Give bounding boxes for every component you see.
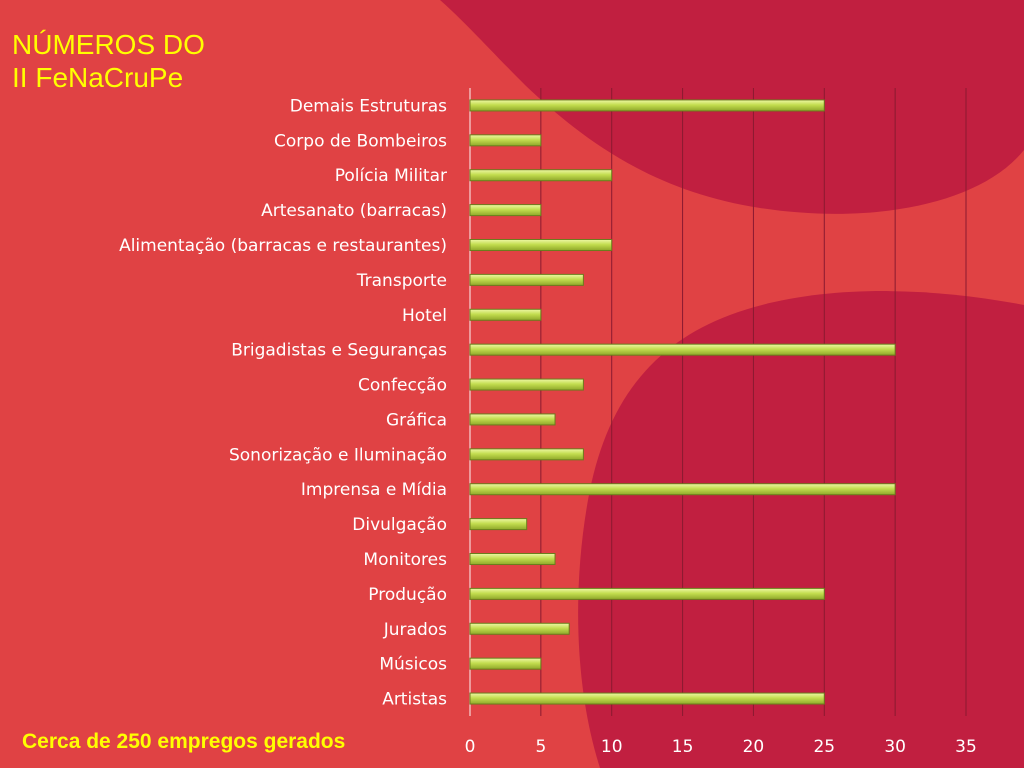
bar — [469, 483, 896, 496]
category-label: Transporte — [356, 271, 447, 291]
bar — [469, 518, 528, 531]
category-label: Divulgação — [352, 515, 447, 535]
footer-note: Cerca de 250 empregos gerados — [22, 730, 346, 753]
category-label: Imprensa e Mídia — [301, 480, 447, 500]
category-label: Músicos — [379, 655, 447, 675]
gridlines — [469, 88, 967, 716]
x-tick-label: 15 — [672, 737, 694, 757]
bar — [469, 204, 542, 217]
bar — [469, 657, 542, 670]
category-label: Corpo de Bombeiros — [274, 131, 447, 151]
title-line-2: II FeNaCruPe — [12, 62, 184, 93]
bar — [469, 553, 556, 565]
category-label: Polícia Militar — [335, 166, 447, 186]
title-line-1: NÚMEROS DO — [12, 29, 205, 60]
x-tick-label: 0 — [465, 737, 476, 757]
x-tick-label: 30 — [884, 737, 906, 757]
bar — [469, 273, 584, 286]
bar — [469, 99, 825, 112]
bar — [469, 134, 542, 147]
category-label: Alimentação (barracas e restaurantes) — [119, 236, 447, 256]
x-tick-label: 35 — [955, 737, 977, 757]
category-label: Produção — [368, 585, 447, 605]
x-axis-tick-labels: 0 5 10 15 20 25 30 35 — [465, 737, 977, 757]
category-label: Artesanato (barracas) — [261, 201, 447, 221]
category-label: Brigadistas e Seguranças — [231, 341, 447, 361]
category-label: Sonorização e Iluminação — [229, 445, 447, 465]
bar — [469, 169, 613, 182]
x-tick-label: 25 — [813, 737, 835, 757]
x-tick-label: 20 — [743, 737, 765, 757]
category-label: Hotel — [402, 306, 447, 326]
category-labels: Demais Estruturas Corpo de Bombeiros Políc… — [119, 96, 447, 709]
bar — [469, 622, 570, 635]
bar — [469, 692, 825, 705]
slide-title: NÚMEROS DO II FeNaCruPe — [12, 28, 205, 94]
bar — [469, 448, 584, 461]
bar — [469, 413, 556, 426]
category-label: Monitores — [363, 550, 447, 570]
bar — [469, 587, 825, 600]
bottom-blob — [578, 291, 1024, 768]
x-tick-label: 10 — [601, 737, 623, 757]
category-label: Artistas — [382, 690, 447, 710]
bar — [469, 378, 584, 391]
bar — [469, 239, 613, 251]
bars — [469, 99, 896, 705]
category-label: Gráfica — [386, 410, 447, 430]
category-label: Jurados — [383, 620, 447, 640]
x-tick-label: 5 — [535, 737, 546, 757]
bar — [469, 343, 896, 356]
category-label: Demais Estruturas — [290, 96, 447, 116]
bar — [469, 308, 542, 321]
category-label: Confecção — [358, 376, 447, 396]
